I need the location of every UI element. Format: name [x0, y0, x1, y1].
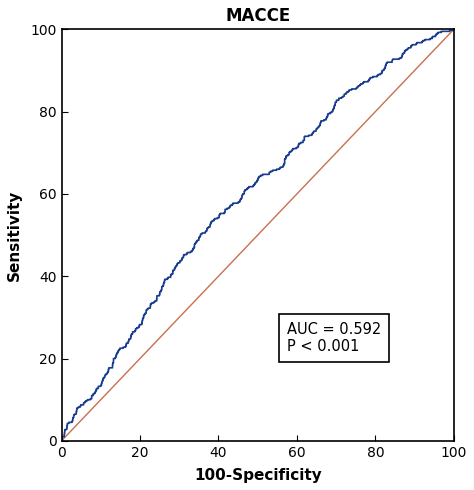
Y-axis label: Sensitivity: Sensitivity [7, 189, 22, 281]
X-axis label: 100-Specificity: 100-Specificity [194, 468, 321, 483]
Title: MACCE: MACCE [225, 7, 290, 25]
Text: AUC = 0.592
P < 0.001: AUC = 0.592 P < 0.001 [287, 322, 382, 354]
